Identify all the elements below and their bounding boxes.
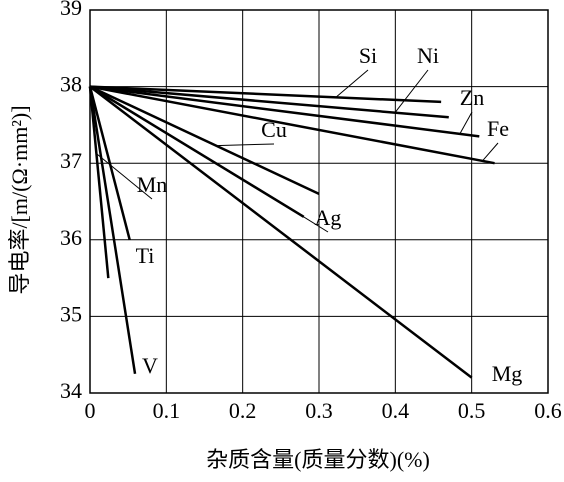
series-label: Cu [261, 117, 287, 142]
series-label: Mn [137, 172, 168, 197]
data-line [89, 85, 473, 379]
leader-line [459, 111, 473, 135]
leader-line [335, 69, 369, 98]
y-tick-label: 34 [60, 378, 82, 403]
data-line [88, 86, 137, 375]
series-label: Ti [136, 243, 155, 268]
y-tick-label: 39 [60, 0, 82, 20]
data-line [89, 85, 449, 119]
x-tick-label: 0.5 [458, 398, 486, 423]
leader-line [96, 153, 153, 200]
series-label: Si [359, 43, 377, 68]
series-label: V [142, 353, 158, 378]
data-line [89, 85, 305, 218]
data-line [89, 85, 442, 104]
data-line [89, 85, 320, 195]
y-tick-label: 37 [60, 148, 82, 173]
leader-line [482, 142, 499, 162]
leader-line [297, 212, 329, 233]
series-label: Ag [315, 205, 342, 230]
data-line [88, 86, 110, 279]
x-axis-label: 杂质含量(质量分数)(%) [206, 447, 430, 472]
y-axis-label: 导电率/[m/(Ω·mm²)] [7, 105, 32, 294]
data-line [88, 86, 131, 241]
x-tick-label: 0.2 [229, 398, 257, 423]
series-label: Fe [487, 116, 509, 141]
x-tick-label: 0 [85, 398, 96, 423]
x-tick-label: 0.6 [534, 398, 562, 423]
series-label: Ni [417, 43, 439, 68]
leader-line [394, 69, 429, 113]
x-tick-label: 0.4 [382, 398, 410, 423]
leader-line [215, 143, 275, 147]
series-label: Zn [460, 85, 484, 110]
y-tick-label: 35 [60, 301, 82, 326]
data-line [89, 85, 495, 165]
x-tick-label: 0.1 [153, 398, 181, 423]
y-tick-label: 36 [60, 225, 82, 250]
plot-frame [89, 9, 549, 394]
y-tick-label: 38 [60, 72, 82, 97]
x-tick-label: 0.3 [305, 398, 333, 423]
series-label: Mg [492, 361, 523, 386]
data-line [89, 85, 480, 138]
